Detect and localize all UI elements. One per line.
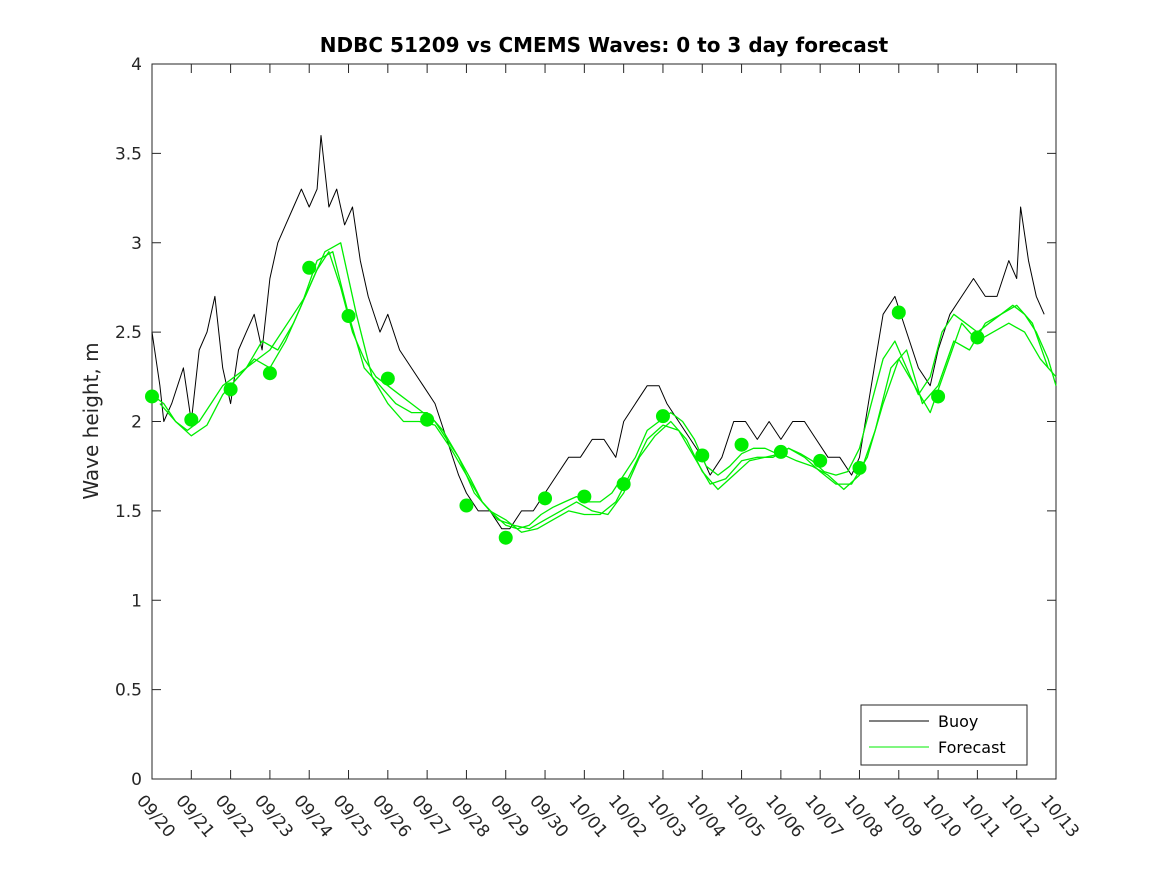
forecast-marker bbox=[852, 460, 867, 475]
y-tick-label: 3 bbox=[131, 234, 142, 254]
forecast-marker bbox=[773, 444, 788, 459]
x-tick-label: 09/24 bbox=[289, 791, 336, 841]
forecast-marker bbox=[262, 366, 277, 381]
y-tick-label: 0 bbox=[131, 770, 142, 790]
legend-box bbox=[860, 704, 1028, 766]
forecast-marker bbox=[420, 412, 435, 427]
x-tick-label: 09/26 bbox=[368, 791, 415, 841]
x-tick-label: 10/08 bbox=[840, 791, 887, 841]
forecast-marker bbox=[970, 330, 985, 345]
y-tick-label: 4 bbox=[131, 55, 142, 75]
forecast-marker bbox=[931, 389, 946, 404]
forecast-marker bbox=[813, 453, 828, 468]
x-tick-label: 09/29 bbox=[486, 791, 533, 841]
x-tick-label: 10/03 bbox=[643, 791, 690, 841]
chart-title: NDBC 51209 vs CMEMS Waves: 0 to 3 day fo… bbox=[320, 33, 889, 57]
x-tick-label: 10/09 bbox=[879, 791, 926, 841]
forecast-marker bbox=[302, 260, 317, 275]
x-tick-label: 10/11 bbox=[958, 791, 1005, 841]
forecast-series-line bbox=[159, 251, 1057, 533]
forecast-marker bbox=[655, 409, 670, 424]
forecast-marker bbox=[695, 448, 710, 463]
y-tick-label: 2 bbox=[131, 413, 142, 433]
forecast-marker bbox=[734, 437, 749, 452]
x-tick-label: 09/30 bbox=[525, 791, 572, 841]
forecast-marker bbox=[538, 491, 553, 506]
buoy-series-line bbox=[151, 135, 1045, 530]
x-tick-label: 10/06 bbox=[761, 791, 808, 841]
x-tick-label: 10/02 bbox=[604, 791, 651, 841]
forecast-marker bbox=[577, 489, 592, 504]
legend-buoy-label: Buoy bbox=[938, 712, 978, 731]
y-tick-label: 2.5 bbox=[115, 323, 142, 343]
marker-layer bbox=[145, 260, 985, 545]
forecast-marker bbox=[380, 371, 395, 386]
x-tick-label: 10/10 bbox=[918, 791, 965, 841]
x-tick-label: 10/12 bbox=[997, 791, 1044, 841]
forecast-marker bbox=[145, 389, 159, 404]
x-tick-label: 09/27 bbox=[407, 791, 454, 841]
x-tick-label: 09/22 bbox=[211, 791, 258, 841]
x-tick-label: 09/20 bbox=[132, 791, 179, 841]
forecast-marker bbox=[498, 530, 513, 545]
x-tick-label: 09/21 bbox=[171, 791, 218, 841]
legend-forecast-label: Forecast bbox=[938, 738, 1006, 757]
series-layer bbox=[151, 135, 1057, 533]
plot-frame bbox=[151, 63, 1057, 780]
forecast-marker bbox=[616, 477, 631, 492]
y-axis-label: Wave height, m bbox=[79, 342, 103, 499]
y-tick-label: 1.5 bbox=[115, 502, 142, 522]
x-tick-label: 09/28 bbox=[447, 791, 494, 841]
forecast-marker bbox=[459, 498, 474, 513]
x-tick-label: 10/04 bbox=[682, 791, 729, 841]
legend: Buoy Forecast bbox=[860, 704, 1028, 766]
y-tick-label: 3.5 bbox=[115, 144, 142, 164]
x-tick-label: 09/25 bbox=[329, 791, 376, 841]
x-tick-label: 10/05 bbox=[722, 791, 769, 841]
x-tick-label: 10/07 bbox=[800, 791, 847, 841]
x-tick-label: 10/01 bbox=[565, 791, 612, 841]
forecast-series-line bbox=[230, 242, 1049, 530]
x-tick-label: 09/23 bbox=[250, 791, 297, 841]
forecast-marker bbox=[891, 305, 906, 320]
forecast-marker bbox=[184, 412, 199, 427]
y-tick-label: 0.5 bbox=[115, 681, 142, 701]
forecast-marker bbox=[223, 382, 238, 397]
y-tick-label: 1 bbox=[131, 591, 142, 611]
forecast-marker bbox=[341, 309, 356, 324]
x-tick-label: 10/13 bbox=[1036, 791, 1083, 841]
